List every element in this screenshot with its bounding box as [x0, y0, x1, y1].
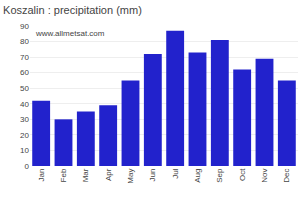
svg-text:50: 50	[20, 84, 29, 93]
svg-text:May: May	[126, 169, 135, 184]
svg-text:Jun: Jun	[148, 169, 157, 182]
svg-text:www.allmetsat.com: www.allmetsat.com	[35, 29, 105, 38]
svg-text:Jan: Jan	[37, 169, 46, 182]
svg-text:10: 10	[20, 146, 29, 155]
svg-text:Jul: Jul	[171, 168, 180, 178]
svg-text:0: 0	[25, 162, 30, 171]
svg-text:60: 60	[20, 68, 29, 77]
svg-text:Apr: Apr	[104, 168, 113, 181]
svg-text:Koszalin : precipitation (mm): Koszalin : precipitation (mm)	[3, 4, 142, 16]
svg-text:Feb: Feb	[59, 168, 68, 182]
svg-text:80: 80	[20, 37, 29, 46]
svg-text:90: 90	[20, 22, 29, 31]
svg-text:Mar: Mar	[81, 168, 90, 182]
svg-text:40: 40	[20, 100, 29, 109]
svg-text:Nov: Nov	[260, 169, 269, 183]
svg-text:Dec: Dec	[282, 169, 291, 183]
svg-text:70: 70	[20, 53, 29, 62]
svg-text:Aug: Aug	[193, 169, 202, 183]
svg-text:20: 20	[20, 131, 29, 140]
svg-text:Oct: Oct	[238, 168, 247, 181]
svg-text:Sep: Sep	[215, 168, 224, 183]
svg-text:30: 30	[20, 115, 29, 124]
